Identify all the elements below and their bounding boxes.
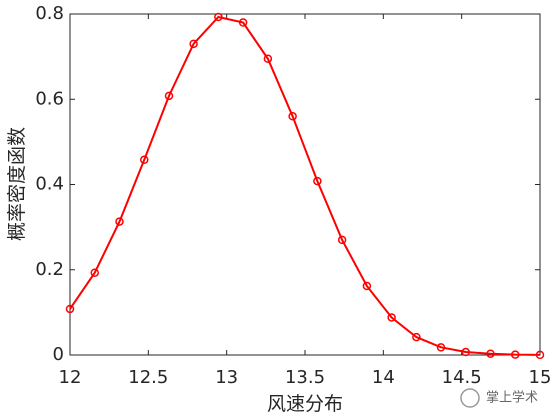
data-marker	[387, 313, 396, 322]
y-tick-label: 0.8	[35, 3, 64, 24]
data-marker	[238, 18, 248, 27]
data-marker	[461, 347, 470, 357]
data-marker	[65, 304, 75, 314]
x-tick-label: 12	[59, 367, 82, 388]
x-tick-label: 14.5	[442, 367, 482, 388]
data-marker	[263, 54, 273, 64]
y-axis-label: 概率密度函数	[6, 127, 28, 241]
data-marker	[362, 281, 372, 291]
data-marker	[337, 235, 347, 245]
x-axis-label: 风速分布	[267, 393, 343, 415]
data-marker	[535, 350, 545, 360]
data-marker	[214, 12, 223, 22]
x-tick-label: 15	[529, 367, 552, 388]
data-marker	[115, 217, 124, 226]
data-marker	[412, 332, 421, 342]
data-marker	[288, 112, 297, 121]
data-marker	[164, 91, 174, 101]
x-tick-label: 13	[215, 367, 238, 388]
data-marker	[90, 268, 100, 277]
x-tick-label: 14	[372, 367, 395, 388]
watermark-text: 掌上学术	[486, 390, 538, 406]
y-tick-label: 0.6	[35, 88, 64, 109]
y-tick-label: 0.4	[35, 174, 64, 195]
data-marker	[140, 155, 149, 165]
data-marker	[313, 176, 322, 186]
data-marker	[436, 343, 446, 352]
data-marker	[510, 350, 520, 359]
y-tick-label: 0	[53, 344, 64, 365]
data-marker	[189, 39, 198, 49]
data-line	[69, 15, 541, 356]
watermark: 掌上学术	[460, 388, 538, 408]
x-tick-label: 12.5	[128, 367, 168, 388]
x-tick-label: 13.5	[285, 367, 325, 388]
watermark-icon	[460, 388, 480, 408]
plot-frame	[69, 13, 541, 356]
data-marker	[486, 349, 495, 358]
y-tick-label: 0.2	[35, 259, 64, 280]
